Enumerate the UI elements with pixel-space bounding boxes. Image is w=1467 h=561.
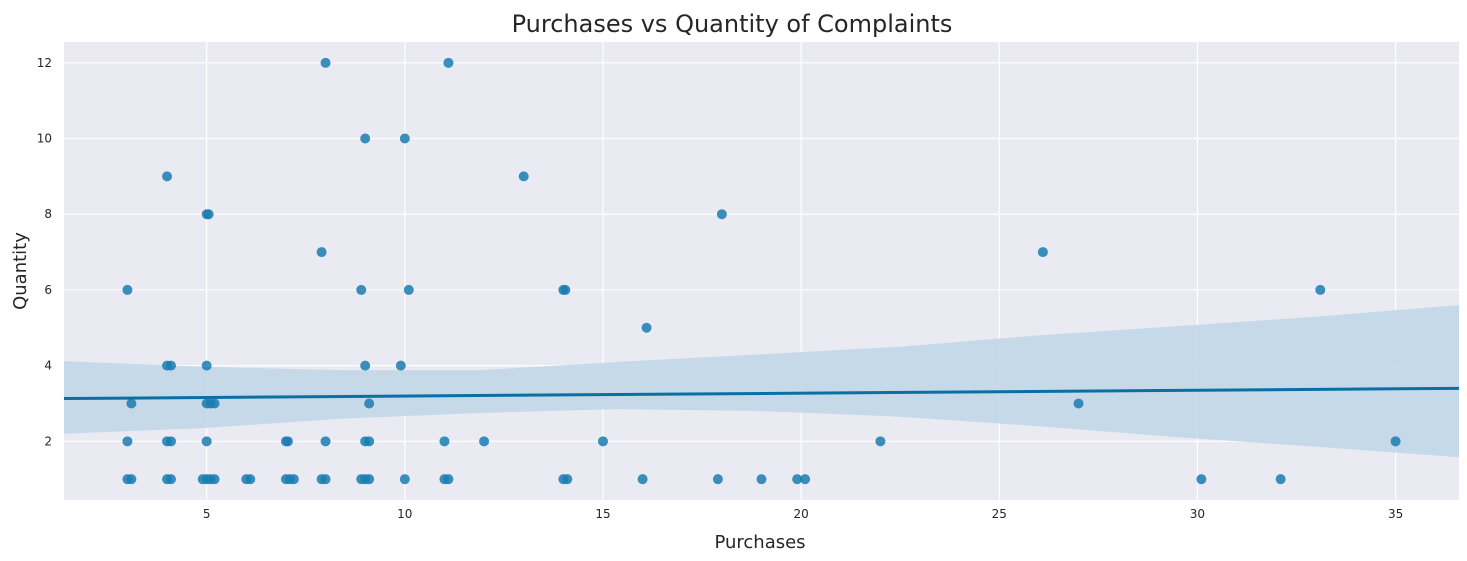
data-point: [126, 398, 137, 409]
x-tick-label: 20: [793, 507, 808, 521]
data-point: [1275, 474, 1286, 485]
data-point: [800, 474, 811, 485]
data-point: [597, 436, 608, 447]
y-tick-label: 4: [44, 359, 52, 373]
data-point: [122, 436, 133, 447]
data-point: [316, 247, 327, 258]
x-tick-label: 10: [397, 507, 412, 521]
data-point: [560, 284, 571, 295]
data-point: [1037, 247, 1048, 258]
data-point: [320, 474, 331, 485]
data-point: [166, 474, 177, 485]
data-point: [395, 360, 406, 371]
data-point: [637, 474, 648, 485]
data-point: [126, 474, 137, 485]
y-tick-label: 2: [44, 434, 52, 448]
data-point: [1315, 284, 1326, 295]
data-point: [1196, 474, 1207, 485]
y-tick-labels: 2 4 6 8 10 12: [37, 56, 52, 449]
data-point: [399, 474, 410, 485]
data-point: [320, 436, 331, 447]
y-tick-label: 6: [44, 283, 52, 297]
data-point: [792, 474, 803, 485]
data-point: [443, 57, 454, 68]
regression-line: [63, 386, 1460, 401]
data-point: [399, 133, 410, 144]
chart-title: Purchases vs Quantity of Complaints: [512, 10, 953, 38]
x-tick-label: 5: [203, 507, 211, 521]
data-point: [245, 474, 256, 485]
confidence-band: [64, 305, 1459, 458]
data-point: [716, 209, 727, 220]
x-tick-label: 30: [1190, 507, 1205, 521]
x-tick-label: 25: [992, 507, 1007, 521]
data-point: [209, 474, 220, 485]
data-point: [364, 398, 375, 409]
data-point: [356, 284, 367, 295]
points-layer: [122, 57, 1401, 485]
data-point: [209, 398, 220, 409]
data-point: [320, 57, 331, 68]
data-point: [203, 209, 214, 220]
y-axis-label: Quantity: [10, 232, 31, 310]
x-axis-label: Purchases: [714, 532, 805, 553]
x-tick-labels: 5 10 15 20 25 30 35: [203, 507, 1403, 521]
y-tick-label: 10: [37, 132, 52, 146]
confidence-band-layer: [64, 305, 1459, 458]
data-point: [712, 474, 723, 485]
grid-lines: [64, 42, 1459, 500]
data-point: [360, 360, 371, 371]
data-point: [162, 171, 173, 182]
data-point: [1073, 398, 1084, 409]
data-point: [364, 436, 375, 447]
data-point: [403, 284, 414, 295]
data-point: [875, 436, 886, 447]
data-point: [360, 133, 371, 144]
data-point: [518, 171, 529, 182]
x-tick-label: 15: [595, 507, 610, 521]
data-point: [201, 360, 212, 371]
data-point: [641, 322, 652, 333]
data-point: [443, 474, 454, 485]
data-point: [1390, 436, 1401, 447]
data-point: [282, 436, 293, 447]
data-point: [364, 474, 375, 485]
data-point: [756, 474, 767, 485]
regression-line-layer: [63, 386, 1460, 401]
x-tick-label: 35: [1388, 507, 1403, 521]
y-tick-label: 8: [44, 207, 52, 221]
data-point: [122, 284, 133, 295]
data-point: [562, 474, 573, 485]
data-point: [439, 436, 450, 447]
data-point: [166, 436, 177, 447]
y-tick-label: 12: [37, 56, 52, 70]
data-point: [166, 360, 177, 371]
data-point: [288, 474, 299, 485]
data-point: [201, 436, 212, 447]
data-point: [479, 436, 490, 447]
